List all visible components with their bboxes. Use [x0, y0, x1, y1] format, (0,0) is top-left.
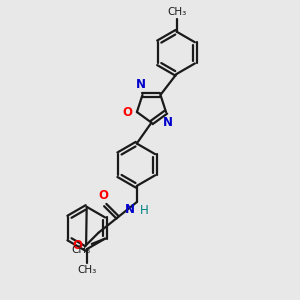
Text: O: O: [123, 106, 133, 118]
Text: CH₃: CH₃: [77, 265, 96, 275]
Text: N: N: [136, 78, 146, 92]
Text: N: N: [163, 116, 172, 129]
Text: O: O: [73, 239, 82, 252]
Text: H: H: [140, 204, 149, 217]
Text: O: O: [98, 189, 108, 202]
Text: CH₃: CH₃: [167, 8, 186, 17]
Text: N: N: [125, 203, 135, 216]
Text: CH₃: CH₃: [71, 245, 90, 255]
